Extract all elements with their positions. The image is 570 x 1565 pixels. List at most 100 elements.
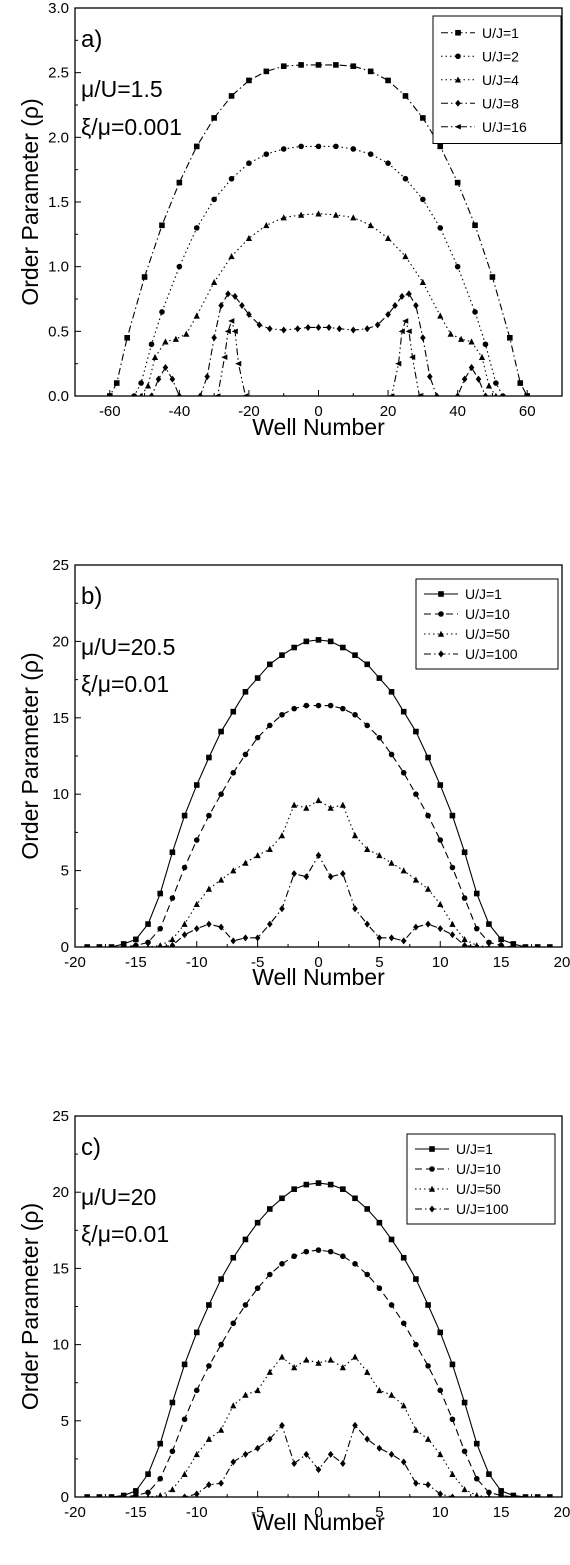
series-3-point bbox=[485, 382, 493, 389]
series-1-point bbox=[413, 1276, 419, 1282]
legend-entry: U/J=4 bbox=[482, 72, 519, 88]
series-4-point bbox=[206, 920, 212, 928]
series-2-point bbox=[263, 151, 270, 157]
legend-entry: U/J=100 bbox=[456, 1201, 509, 1217]
annotation: μ/U=20.5 bbox=[81, 634, 175, 660]
series-3-point bbox=[280, 214, 287, 221]
series-1-point bbox=[145, 921, 151, 927]
x-tick-label: 15 bbox=[493, 954, 510, 971]
series-3-point bbox=[298, 211, 305, 218]
series-3-point bbox=[230, 867, 237, 874]
series-1-point bbox=[218, 1276, 224, 1282]
series-4-point bbox=[267, 325, 273, 333]
series-2-point bbox=[120, 944, 127, 947]
series-line-4 bbox=[75, 1424, 562, 1497]
series-2-point bbox=[500, 393, 506, 396]
x-tick-label: -15 bbox=[125, 954, 147, 971]
legend-swatch-marker bbox=[437, 630, 445, 637]
series-2-point bbox=[181, 864, 188, 871]
x-axis-label: Well Number bbox=[252, 964, 385, 990]
series-2-point bbox=[402, 175, 409, 182]
series-2-point bbox=[169, 1448, 176, 1455]
legend-swatch-marker bbox=[455, 29, 461, 36]
series-4-point bbox=[225, 290, 231, 298]
series-5-point bbox=[224, 328, 231, 335]
series-3-point bbox=[424, 885, 432, 892]
series-3-point bbox=[242, 859, 249, 866]
series-3-point bbox=[291, 801, 298, 808]
series-3-point bbox=[151, 353, 159, 360]
series-3-point bbox=[193, 312, 200, 319]
panel-label: c) bbox=[81, 1134, 101, 1161]
x-tick-label: 0 bbox=[314, 403, 322, 420]
series-4-point bbox=[364, 920, 370, 928]
series-3-point bbox=[205, 885, 213, 892]
series-2-point bbox=[242, 751, 249, 758]
series-5-point bbox=[409, 354, 416, 360]
series-1-point bbox=[547, 1494, 553, 1497]
series-3-point bbox=[351, 832, 359, 839]
series-3-point bbox=[388, 1391, 395, 1398]
series-3-point bbox=[146, 943, 150, 947]
series-1-point bbox=[364, 1206, 370, 1212]
series-4-point bbox=[364, 325, 370, 333]
series-2-point bbox=[230, 1320, 237, 1327]
series-2-point bbox=[486, 939, 492, 946]
series-2-point bbox=[315, 143, 322, 150]
series-4-point bbox=[305, 323, 311, 331]
y-axis-label: Order Parameter (ρ) bbox=[17, 98, 43, 305]
series-1-point bbox=[279, 652, 285, 658]
series-4-point bbox=[413, 1479, 419, 1487]
series-3-point bbox=[263, 221, 270, 229]
series-3-point bbox=[402, 253, 409, 260]
series-1-point bbox=[169, 849, 176, 856]
x-tick-label: 20 bbox=[380, 403, 397, 420]
series-1-point bbox=[193, 1329, 200, 1336]
legend-entry: U/J=1 bbox=[456, 1141, 493, 1157]
series-1-point bbox=[263, 68, 270, 75]
series-3-point bbox=[384, 234, 392, 242]
series-3-point bbox=[303, 804, 310, 811]
series-1-point bbox=[315, 637, 322, 643]
y-axis-label: Order Parameter (ρ) bbox=[17, 1203, 43, 1410]
series-4-point bbox=[350, 326, 357, 334]
series-3-point bbox=[412, 876, 419, 883]
y-tick-label: 0.5 bbox=[48, 323, 69, 340]
series-3-point bbox=[230, 1402, 237, 1409]
series-4-point bbox=[461, 375, 468, 383]
legend-swatch-marker bbox=[438, 591, 444, 597]
series-4-point bbox=[364, 1435, 370, 1443]
series-4-point bbox=[352, 1421, 358, 1429]
x-tick-label: -15 bbox=[125, 1504, 147, 1521]
y-tick-label: 3.0 bbox=[48, 0, 69, 17]
y-tick-label: 25 bbox=[52, 557, 69, 574]
series-2-point bbox=[280, 146, 287, 152]
series-2-point bbox=[242, 1302, 249, 1308]
annotation: μ/U=20 bbox=[81, 1184, 156, 1210]
x-tick-label: 60 bbox=[519, 403, 536, 420]
series-1-point bbox=[230, 1254, 237, 1261]
series-3-point bbox=[376, 1387, 383, 1394]
series-4-point bbox=[327, 1450, 334, 1458]
series-2-point bbox=[376, 1285, 383, 1292]
series-2-point bbox=[303, 1248, 310, 1255]
series-1-point bbox=[280, 63, 287, 69]
series-4-point bbox=[218, 1479, 224, 1487]
series-2-point bbox=[437, 837, 444, 843]
series-4-point bbox=[374, 321, 381, 329]
series-4-point bbox=[315, 851, 322, 859]
x-tick-label: -60 bbox=[99, 403, 121, 420]
series-4-point bbox=[246, 311, 252, 319]
series-1-point bbox=[246, 77, 252, 84]
series-1-point bbox=[385, 77, 391, 84]
series-1-point bbox=[113, 380, 120, 386]
y-tick-label: 0 bbox=[61, 1489, 69, 1506]
series-1-point bbox=[279, 1195, 285, 1202]
series-1-point bbox=[242, 1236, 249, 1243]
series-1-point bbox=[157, 890, 164, 897]
series-4-point bbox=[400, 1458, 407, 1466]
series-1-point bbox=[327, 638, 334, 645]
annotation: μ/U=1.5 bbox=[81, 76, 163, 102]
series-5-point bbox=[235, 360, 242, 367]
series-4-point bbox=[315, 323, 322, 331]
